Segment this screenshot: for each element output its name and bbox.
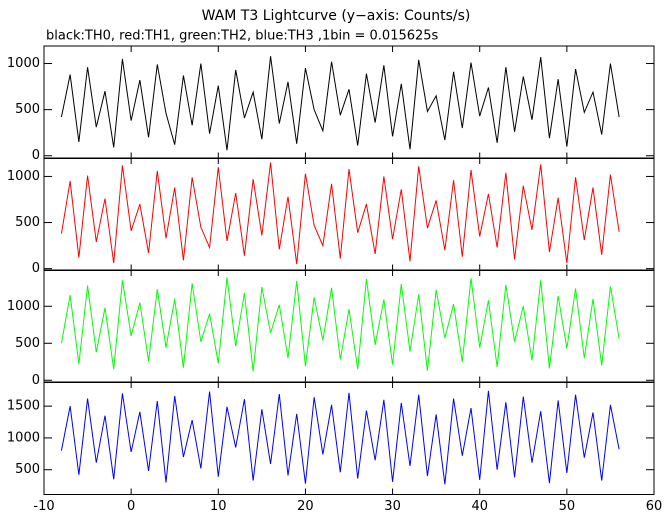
x-tick-label: 0 (127, 499, 135, 514)
y-tick-label: 0 (32, 373, 40, 388)
panel-frame (43, 269, 655, 383)
y-tick-label: 1000 (7, 430, 40, 445)
chart-title: WAM T3 Lightcurve (y−axis: Counts/s) (202, 8, 471, 24)
series-line (60, 277, 620, 372)
x-tick-label: 50 (559, 499, 576, 514)
y-tick-label: 500 (15, 215, 40, 230)
series-line (60, 56, 620, 151)
y-tick-label: 1500 (7, 399, 40, 414)
y-tick-label: 500 (15, 462, 40, 477)
y-tick-label: 1000 (7, 169, 40, 184)
series-line (60, 390, 620, 485)
x-tick-label: 60 (646, 499, 663, 514)
y-tick-label: 500 (15, 102, 40, 117)
x-tick-label: 20 (297, 499, 314, 514)
x-tick-label: 30 (384, 499, 401, 514)
chart-subtitle: black:TH0, red:TH1, green:TH2, blue:TH3 … (46, 29, 439, 44)
y-tick-label: 500 (15, 336, 40, 351)
x-tick-label: 40 (471, 499, 488, 514)
y-tick-label: 0 (32, 261, 40, 276)
y-tick-label: 0 (32, 148, 40, 163)
y-tick-label: 1000 (7, 299, 40, 314)
panel-frame (43, 157, 655, 271)
y-tick-label: 1000 (7, 56, 40, 71)
x-tick-label: -10 (33, 499, 54, 514)
x-tick-label: 10 (210, 499, 227, 514)
series-line (60, 162, 620, 265)
